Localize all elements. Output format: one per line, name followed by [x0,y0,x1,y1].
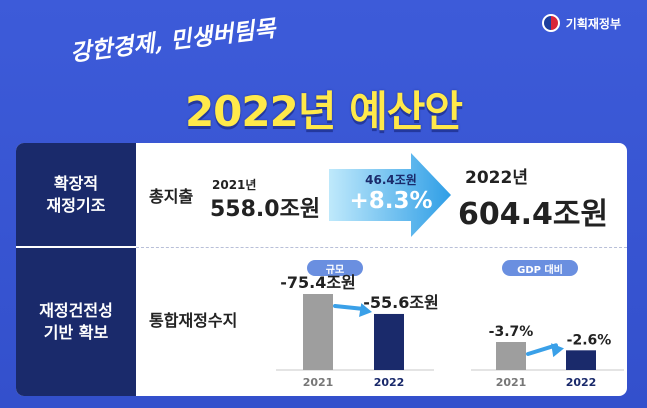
chart-value-label-2022: -55.6조원 [363,293,439,312]
chart-value-label-2022: -2.6% [567,332,612,348]
chart-gdp-title: GDP 대비 [502,260,578,276]
chart-bar-2021 [303,294,333,370]
chart-gdp: -3.7% 2021 -2.6% 2022 [471,324,624,389]
prev-year-label: 2021년 [212,178,257,192]
chart-category-label-2022: 2022 [566,376,597,389]
total-spending-label: 총지출 [149,187,194,206]
trend-arrow-line [526,343,558,356]
chart-bar-2021 [496,342,526,370]
chart-category-label-2022: 2022 [374,376,405,389]
section-title-expansion: 확장적 재정기조 [16,143,136,246]
next-amount: 604.4조원 [458,197,609,232]
section-title-soundness: 재정건전성 기반 확보 [16,248,136,396]
chart-category-label-2021: 2021 [496,376,527,389]
info-panel: 확장적 재정기조 재정건전성 기반 확보 총지출 2021년 558.0조원 4… [16,143,627,396]
chart-bar-2022 [374,313,404,370]
page-title: 2022년 예산안 [184,87,463,136]
next-year-label: 2022년 [465,168,528,188]
ministry-name: 기획재정부 [565,16,621,31]
ministry-logo: 기획재정부 [541,14,621,32]
taegeuk-icon [541,14,560,32]
row-divider [136,247,627,248]
increase-percent: +8.3% [349,188,433,214]
increase-amount: 46.4조원 [365,173,417,187]
prev-amount: 558.0조원 [210,197,321,222]
trend-arrow-line [333,304,366,311]
trend-arrow-icon [551,343,564,358]
increase-arrow-icon [329,153,451,237]
chart-value-label-2021: -3.7% [489,324,534,340]
chart-bar-2022 [566,350,596,370]
chart-value-label-2021: -75.4조원 [280,273,356,292]
chart-scale-title: 규모 [307,260,363,276]
chart-scale: -75.4조원 2021 -55.6조원 2022 [276,273,439,389]
trend-arrow-icon [359,303,372,317]
slogan: 강한경제, 민생버팀목 [68,14,277,67]
chart-category-label-2021: 2021 [303,376,334,389]
fiscal-balance-label: 통합재정수지 [149,311,238,330]
